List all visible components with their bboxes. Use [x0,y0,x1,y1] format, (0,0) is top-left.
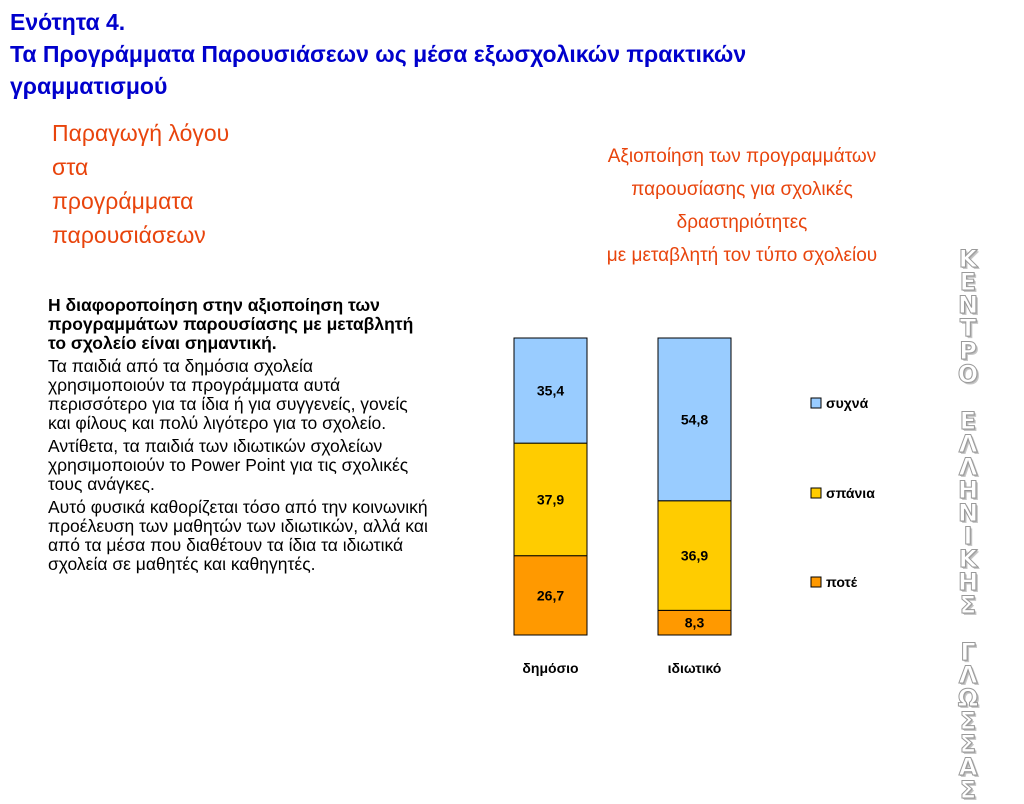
chart-title: Αξιοποίηση των προγραμμάτων παρουσίασης … [560,140,924,272]
banner-letter: Τ [959,314,977,342]
bar-segment-δημόσιο-σπάνια [513,442,588,557]
section-title-line-1: Παραγωγή λόγου [52,120,230,146]
legend-label-ποτέ: ποτέ [826,574,858,590]
chart-title-line-1: Αξιοποίηση των προγραμμάτων [607,146,877,167]
category-label-δημόσιο: δημόσιο [522,660,578,676]
bar-segment-ιδιωτικό-ποτέ [657,609,732,636]
banner-letter: Ε [959,268,977,296]
body-text: Η διαφοροποίηση στην αξιοποίηση των προγ… [48,296,430,578]
banner-letter: Κ [958,245,978,273]
banner-letter: Γ [960,638,976,666]
chart-title-line-4: με μεταβλητή τον τύπο σχολείου [606,245,878,266]
header-line-3: γραμματισμού [10,73,168,99]
section-title: Παραγωγή λόγου στα προγράμματα παρουσιάσ… [52,116,332,252]
banner-letter: Σ [959,776,977,804]
banner-letter: Σ [959,591,977,619]
banner-letter: Σ [959,730,977,758]
slide-header: Ενότητα 4. Τα Προγράμματα Παρουσιάσεων ω… [10,6,970,102]
category-label-ιδιωτικό: ιδιωτικό [668,660,722,676]
banner-letter: Ε [959,407,977,435]
chart-title-line-3: δραστηριότητες [676,212,808,233]
bar-segment-δημόσιο-ποτέ [513,555,588,636]
banner-letter: Λ [958,453,978,481]
header-line-1: Ενότητα 4. [10,9,126,35]
bar-segment-δημόσιο-συχνά [513,337,588,444]
banner-letter: Σ [959,707,977,735]
banner-letter: Η [957,568,979,596]
section-title-line-3: προγράμματα [52,188,194,214]
bar-segment-ιδιωτικό-σπάνια [657,500,732,611]
banner-letter: Ω [957,684,979,712]
banner-letter: Κ [958,545,978,573]
data-label-ιδιωτικό-ποτέ: 8,3 [685,615,705,631]
banner-letter: Ν [957,499,979,527]
body-paragraph-2: Αντίθετα, τα παιδιά των ιδιωτικών σχολεί… [48,436,409,494]
legend-swatch-συχνά [810,397,822,409]
chart-title-line-2: παρουσίασης για σχολικές [631,179,853,200]
data-label-δημόσιο-ποτέ: 26,7 [537,587,564,603]
banner-letter: Λ [958,661,978,689]
bar-segment-ιδιωτικό-συχνά [657,337,732,502]
data-label-ιδιωτικό-συχνά: 54,8 [681,411,708,427]
banner-letter: Λ [958,430,978,458]
data-label-δημόσιο-σπάνια: 37,9 [537,491,564,507]
body-lead-paragraph: Η διαφοροποίηση στην αξιοποίηση των προγ… [48,295,414,353]
banner-letter: Ο [957,360,979,388]
body-paragraph-1: Τα παιδιά από τα δημόσια σχολεία χρησιμο… [48,356,408,433]
banner-letter: Ν [957,291,979,319]
section-title-line-4: παρουσιάσεων [52,222,206,248]
banner-letter: Ι [963,522,973,550]
data-label-δημόσιο-συχνά: 35,4 [537,383,564,399]
body-paragraph-3: Αυτό φυσικά καθορίζεται τόσο από την κοι… [48,497,428,574]
section-title-line-2: στα [52,154,89,180]
banner-letter: Ρ [959,337,978,365]
legend-swatch-ποτέ [810,576,822,588]
legend-label-συχνά: συχνά [826,395,869,411]
legend-label-σπάνια: σπάνια [826,485,875,501]
data-label-ιδιωτικό-σπάνια: 36,9 [681,548,708,564]
legend-swatch-σπάνια [810,487,822,499]
header-line-2: Τα Προγράμματα Παρουσιάσεων ως μέσα εξωσ… [10,41,747,67]
stacked-bar-chart: 26,7 37,9 35,4 δημόσιο 8,3 36,9 54,8 ιδιωτικό συ… [513,337,875,676]
banner-letter: Η [957,476,979,504]
